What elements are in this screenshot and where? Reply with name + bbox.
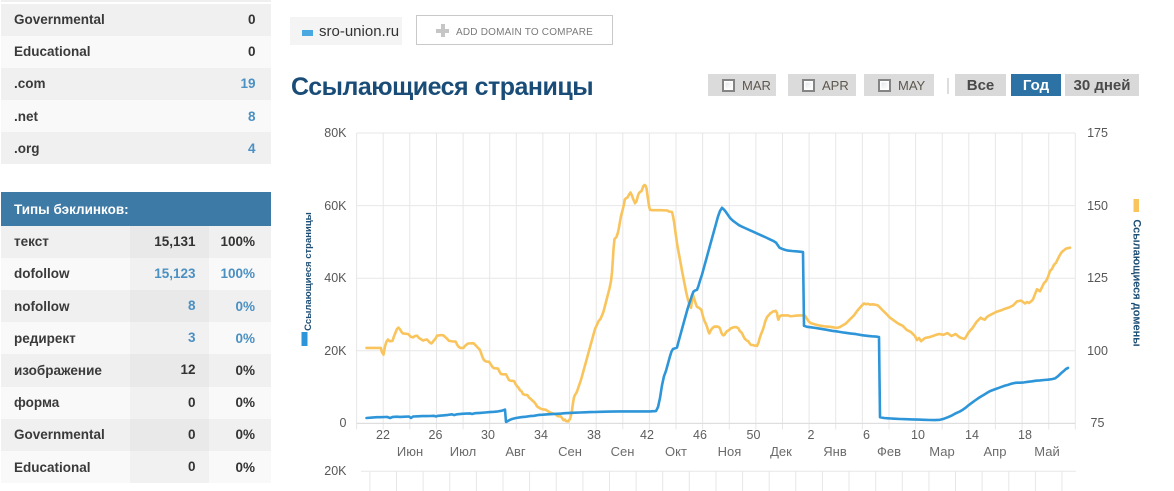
svg-text:10: 10 (911, 428, 925, 442)
svg-text:Сен: Сен (558, 444, 582, 459)
svg-text:Окт: Окт (665, 444, 687, 459)
svg-text:30: 30 (481, 428, 495, 442)
svg-text:26: 26 (429, 428, 443, 442)
svg-text:80K: 80K (324, 126, 347, 140)
svg-text:100: 100 (1087, 344, 1108, 358)
svg-text:75: 75 (1091, 416, 1105, 430)
svg-text:Май: Май (1034, 444, 1059, 459)
svg-text:60K: 60K (324, 199, 347, 213)
svg-text:0: 0 (340, 416, 347, 430)
svg-text:2: 2 (808, 428, 815, 442)
svg-text:34: 34 (534, 428, 548, 442)
svg-text:14: 14 (965, 428, 979, 442)
svg-text:Мар: Мар (929, 444, 954, 459)
svg-text:175: 175 (1087, 126, 1108, 140)
svg-text:Ссылающиеся страницы: Ссылающиеся страницы (303, 212, 314, 331)
svg-text:Янв: Янв (823, 444, 847, 459)
svg-text:Июн: Июн (397, 444, 423, 459)
svg-text:Ссылающиеся домены: Ссылающиеся домены (1131, 219, 1143, 346)
svg-text:46: 46 (693, 428, 707, 442)
svg-text:50: 50 (747, 428, 761, 442)
svg-text:150: 150 (1087, 199, 1108, 213)
svg-text:18: 18 (1018, 428, 1032, 442)
svg-text:Авг: Авг (505, 444, 526, 459)
svg-text:38: 38 (587, 428, 601, 442)
svg-text:Сен: Сен (611, 444, 635, 459)
svg-text:125: 125 (1087, 271, 1108, 285)
svg-text:40K: 40K (324, 271, 347, 285)
svg-text:6: 6 (863, 428, 870, 442)
svg-text:Фев: Фев (877, 444, 901, 459)
svg-text:20K: 20K (324, 464, 347, 478)
svg-text:Ноя: Ноя (718, 444, 742, 459)
svg-text:Июл: Июл (450, 444, 476, 459)
svg-text:Дек: Дек (770, 444, 792, 459)
svg-text:20K: 20K (324, 344, 347, 358)
svg-text:22: 22 (376, 428, 390, 442)
svg-text:Апр: Апр (984, 444, 1007, 459)
svg-text:42: 42 (640, 428, 654, 442)
